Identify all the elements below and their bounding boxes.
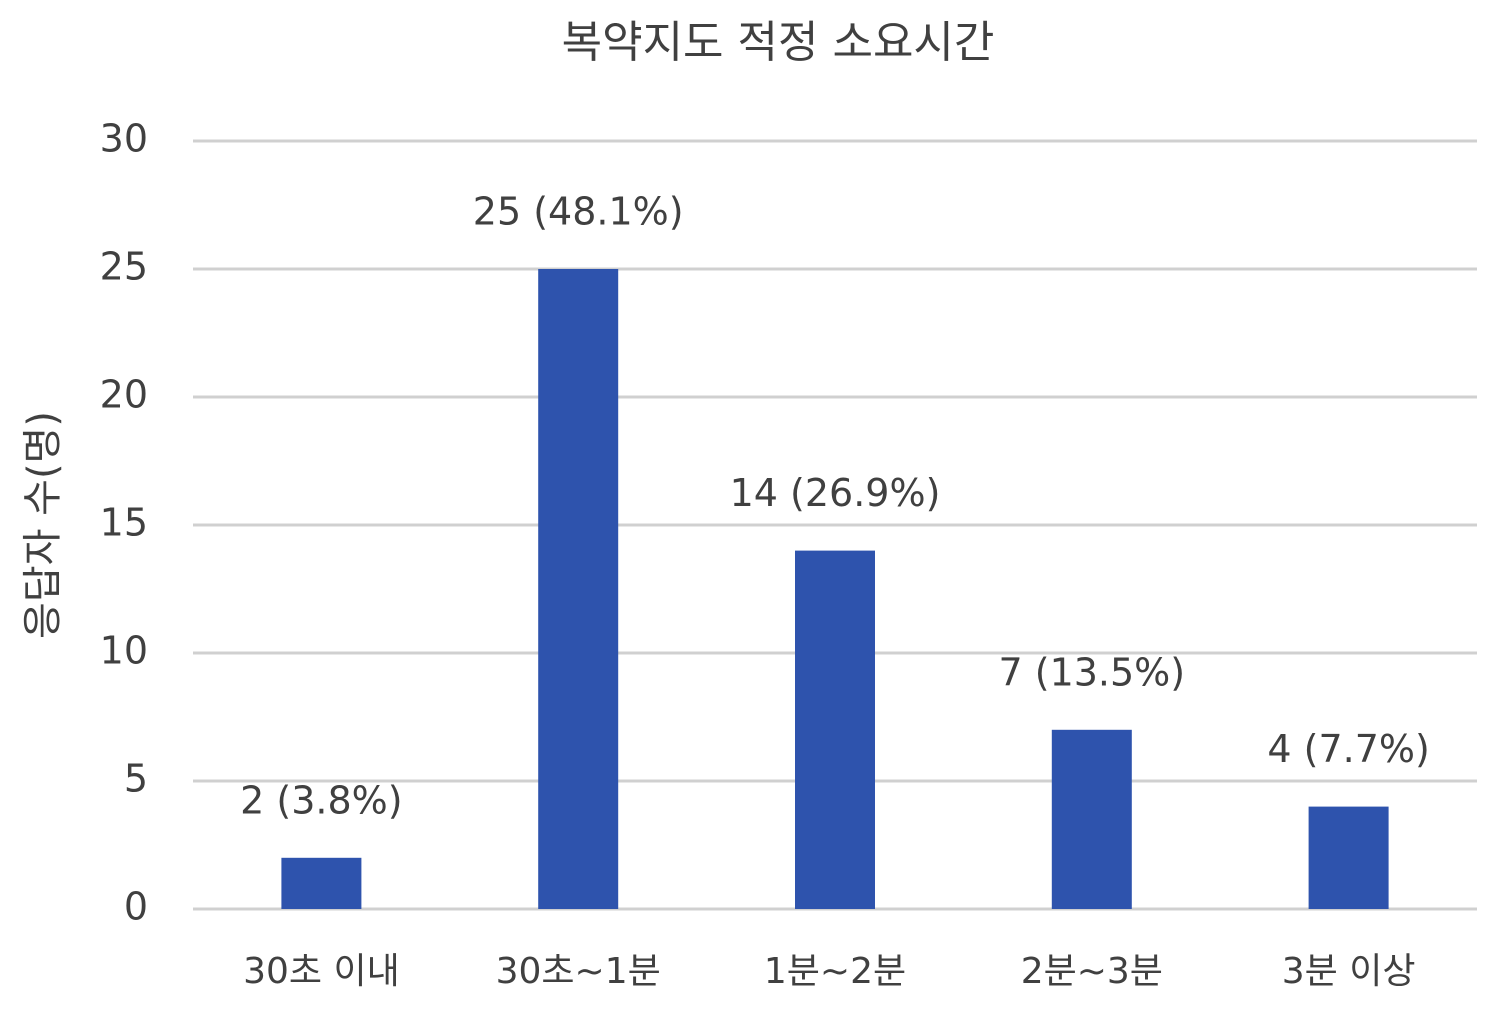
y-tick-label: 0 (124, 885, 148, 929)
data-label: 4 (7.7%) (1267, 727, 1429, 771)
y-tick-label: 25 (100, 245, 148, 289)
bar (538, 269, 619, 909)
bar (1051, 729, 1132, 909)
x-tick-label: 3분 이상 (1282, 951, 1416, 992)
data-label: 14 (26.9%) (730, 471, 941, 515)
data-label: 25 (48.1%) (473, 190, 684, 234)
y-tick-label: 5 (124, 757, 148, 801)
x-tick-label: 30초~1분 (496, 951, 661, 992)
y-tick-label: 15 (100, 501, 148, 545)
bar (281, 857, 362, 909)
y-axis-label: 응답자 수(명) (20, 411, 66, 639)
data-label: 7 (13.5%) (998, 650, 1185, 694)
bar (795, 550, 875, 909)
chart-title: 복약지도 적정 소요시간 (562, 17, 995, 68)
y-tick-label: 30 (100, 117, 148, 161)
data-label: 2 (3.8%) (240, 778, 402, 822)
x-tick-label: 30초 이내 (243, 951, 400, 992)
y-tick-label: 20 (100, 373, 148, 417)
y-tick-label: 10 (100, 629, 148, 673)
x-tick-label: 2분~3분 (1021, 951, 1163, 992)
bar (1308, 806, 1389, 909)
x-tick-label: 1분~2분 (764, 951, 906, 992)
